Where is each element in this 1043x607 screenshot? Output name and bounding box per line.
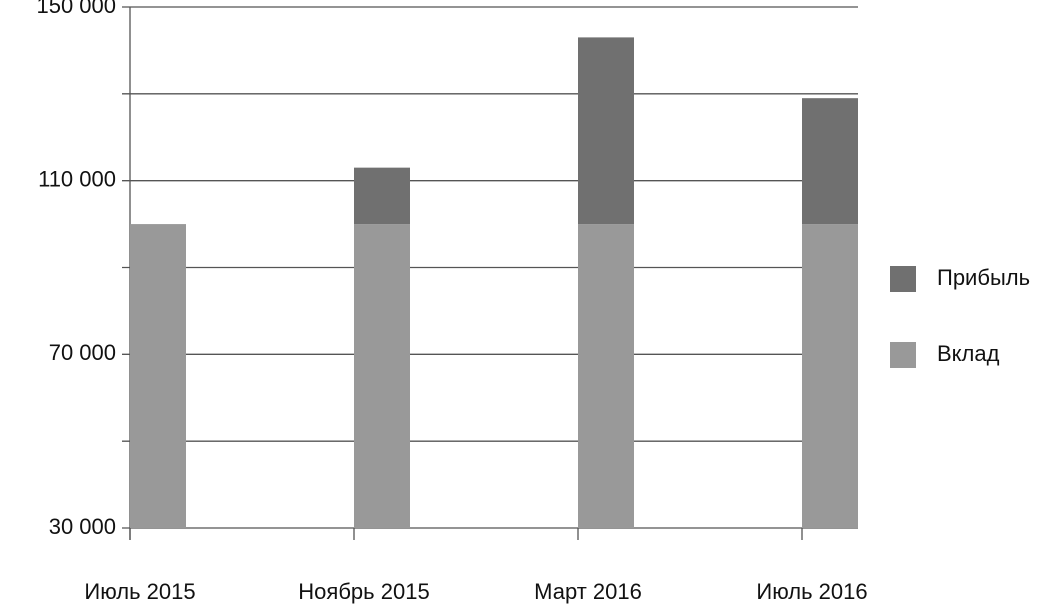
legend-swatch: [890, 342, 916, 368]
y-tick-label: 150 000: [36, 0, 116, 18]
bar-segment: [354, 224, 410, 529]
legend-label: Вклад: [937, 341, 1000, 366]
bar-segment: [354, 167, 410, 225]
bar-segment: [802, 224, 858, 529]
x-tick-label: Июль 2016: [756, 579, 867, 604]
bar-segment: [578, 224, 634, 529]
x-tick-label: Июль 2015: [84, 579, 195, 604]
bar-segment: [130, 224, 186, 529]
y-tick-label: 70 000: [49, 340, 116, 365]
x-tick-label: Ноябрь 2015: [298, 579, 429, 604]
bar-segment: [578, 37, 634, 225]
legend-swatch: [890, 266, 916, 292]
y-tick-label: 110 000: [38, 166, 116, 191]
y-tick-label: 30 000: [49, 514, 116, 539]
x-tick-label: Март 2016: [534, 579, 642, 604]
legend-label: Прибыль: [937, 265, 1030, 290]
bar-segment: [802, 98, 858, 225]
